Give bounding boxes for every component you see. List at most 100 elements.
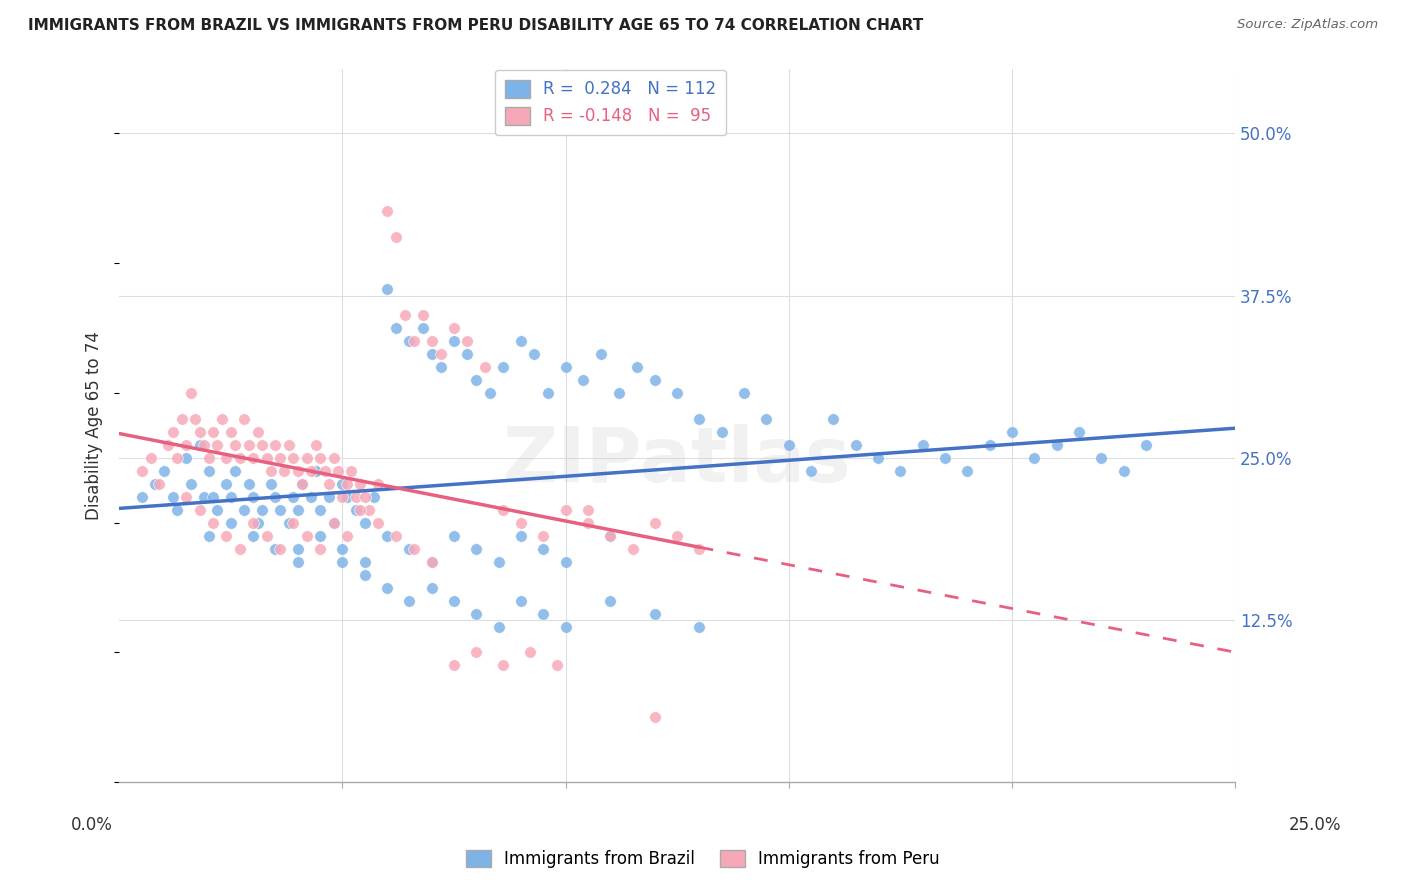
Point	[488, 619, 510, 633]
Point	[576, 502, 599, 516]
Point	[256, 529, 278, 543]
Point	[1067, 425, 1090, 439]
Point	[242, 516, 264, 530]
Point	[599, 529, 621, 543]
Point	[443, 593, 465, 607]
Point	[429, 359, 451, 374]
Point	[340, 464, 363, 478]
Point	[644, 607, 666, 621]
Point	[246, 425, 269, 439]
Point	[531, 529, 554, 543]
Point	[269, 541, 291, 556]
Point	[295, 529, 318, 543]
Point	[385, 321, 408, 335]
Point	[188, 438, 211, 452]
Legend: Immigrants from Brazil, Immigrants from Peru: Immigrants from Brazil, Immigrants from …	[460, 843, 946, 875]
Point	[332, 541, 354, 556]
Point	[295, 450, 318, 465]
Point	[510, 516, 533, 530]
Point	[264, 490, 287, 504]
Point	[375, 581, 398, 595]
Point	[299, 464, 322, 478]
Point	[188, 425, 211, 439]
Point	[344, 490, 367, 504]
Point	[287, 555, 309, 569]
Point	[363, 490, 385, 504]
Point	[420, 334, 443, 348]
Point	[1135, 438, 1157, 452]
Text: IMMIGRANTS FROM BRAZIL VS IMMIGRANTS FROM PERU DISABILITY AGE 65 TO 74 CORRELATI: IMMIGRANTS FROM BRAZIL VS IMMIGRANTS FRO…	[28, 18, 924, 33]
Point	[546, 658, 568, 673]
Point	[349, 502, 371, 516]
Point	[193, 438, 215, 452]
Point	[207, 438, 229, 452]
Point	[139, 450, 162, 465]
Point	[572, 373, 595, 387]
Point	[621, 541, 644, 556]
Point	[309, 450, 332, 465]
Point	[250, 502, 273, 516]
Point	[229, 541, 252, 556]
Point	[287, 541, 309, 556]
Point	[291, 476, 314, 491]
Point	[666, 529, 689, 543]
Point	[336, 490, 359, 504]
Point	[465, 645, 488, 659]
Point	[823, 412, 845, 426]
Point	[238, 438, 260, 452]
Point	[375, 282, 398, 296]
Point	[305, 464, 328, 478]
Point	[322, 450, 344, 465]
Point	[336, 529, 359, 543]
Point	[314, 464, 336, 478]
Point	[591, 347, 613, 361]
Point	[287, 502, 309, 516]
Point	[367, 476, 389, 491]
Point	[443, 334, 465, 348]
Point	[184, 412, 207, 426]
Point	[309, 529, 332, 543]
Point	[478, 386, 501, 401]
Point	[260, 464, 283, 478]
Point	[644, 373, 666, 387]
Point	[166, 450, 188, 465]
Point	[889, 464, 911, 478]
Point	[201, 490, 224, 504]
Point	[219, 516, 242, 530]
Point	[207, 502, 229, 516]
Point	[197, 464, 219, 478]
Point	[367, 516, 389, 530]
Point	[287, 464, 309, 478]
Point	[326, 464, 349, 478]
Point	[554, 359, 576, 374]
Text: 0.0%: 0.0%	[70, 816, 112, 834]
Point	[443, 321, 465, 335]
Point	[1112, 464, 1135, 478]
Point	[215, 529, 238, 543]
Point	[465, 541, 488, 556]
Point	[523, 347, 546, 361]
Point	[607, 386, 630, 401]
Point	[398, 334, 420, 348]
Point	[465, 607, 488, 621]
Point	[344, 502, 367, 516]
Point	[197, 450, 219, 465]
Point	[246, 516, 269, 530]
Point	[537, 386, 560, 401]
Point	[576, 516, 599, 530]
Point	[131, 464, 153, 478]
Point	[277, 438, 299, 452]
Point	[359, 502, 381, 516]
Point	[394, 308, 416, 322]
Point	[201, 516, 224, 530]
Point	[201, 425, 224, 439]
Point	[375, 529, 398, 543]
Point	[626, 359, 648, 374]
Point	[845, 438, 868, 452]
Point	[166, 502, 188, 516]
Point	[157, 438, 180, 452]
Point	[412, 308, 434, 322]
Point	[755, 412, 778, 426]
Point	[531, 607, 554, 621]
Point	[420, 581, 443, 595]
